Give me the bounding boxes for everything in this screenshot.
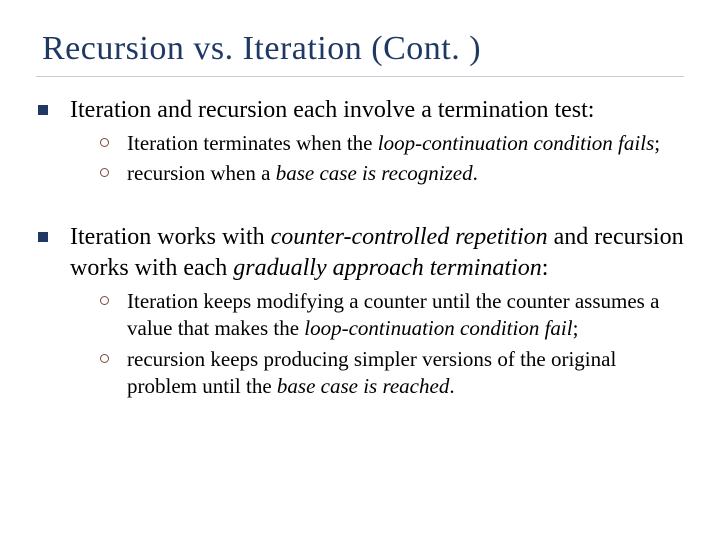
sub-bullet-text: recursion keeps producing simpler versio… [127,346,684,401]
sub-bullet-text: Iteration keeps modifying a counter unti… [127,288,684,343]
bullet-l2: Iteration terminates when the loop-conti… [100,130,684,157]
text-run-italic: base case is recognized [276,161,473,185]
square-bullet-icon [38,232,48,242]
text-run: ; [573,316,579,340]
spacer [36,206,684,216]
sub-bullet-text: recursion when a base case is recognized… [127,160,478,187]
bullet-text: Iteration and recursion each involve a t… [70,95,594,126]
text-run: . [473,161,478,185]
bullet-l2: Iteration keeps modifying a counter unti… [100,288,684,343]
text-run-italic: gradually approach termination [233,255,541,281]
circle-bullet-icon [100,296,109,305]
text-run: ; [654,131,660,155]
title-underline [36,76,684,77]
bullet-l2: recursion keeps producing simpler versio… [100,346,684,401]
bullet-l1: Iteration works with counter-controlled … [36,222,684,284]
bullet-l1: Iteration and recursion each involve a t… [36,95,684,126]
text-run: : [542,255,549,281]
text-run-italic: counter-controlled repetition [271,224,548,250]
text-run-italic: loop-continuation condition fails [378,131,655,155]
bullet-text: Iteration works with counter-controlled … [70,222,684,284]
text-run: recursion when a [127,161,276,185]
sub-bullet-text: Iteration terminates when the loop-conti… [127,130,660,157]
square-bullet-icon [38,105,48,115]
circle-bullet-icon [100,354,109,363]
bullet-l2: recursion when a base case is recognized… [100,160,684,187]
text-run-italic: base case is reached [277,374,449,398]
text-run: . [449,374,454,398]
text-run: Iteration terminates when the [127,131,378,155]
text-run-italic: loop-continuation condition fail [304,316,572,340]
slide: Recursion vs. Iteration (Cont. ) Iterati… [0,0,720,540]
sublist: Iteration terminates when the loop-conti… [100,130,684,188]
circle-bullet-icon [100,168,109,177]
text-run: Iteration works with [70,224,271,250]
sublist: Iteration keeps modifying a counter unti… [100,288,684,400]
circle-bullet-icon [100,138,109,147]
slide-title: Recursion vs. Iteration (Cont. ) [42,30,684,68]
